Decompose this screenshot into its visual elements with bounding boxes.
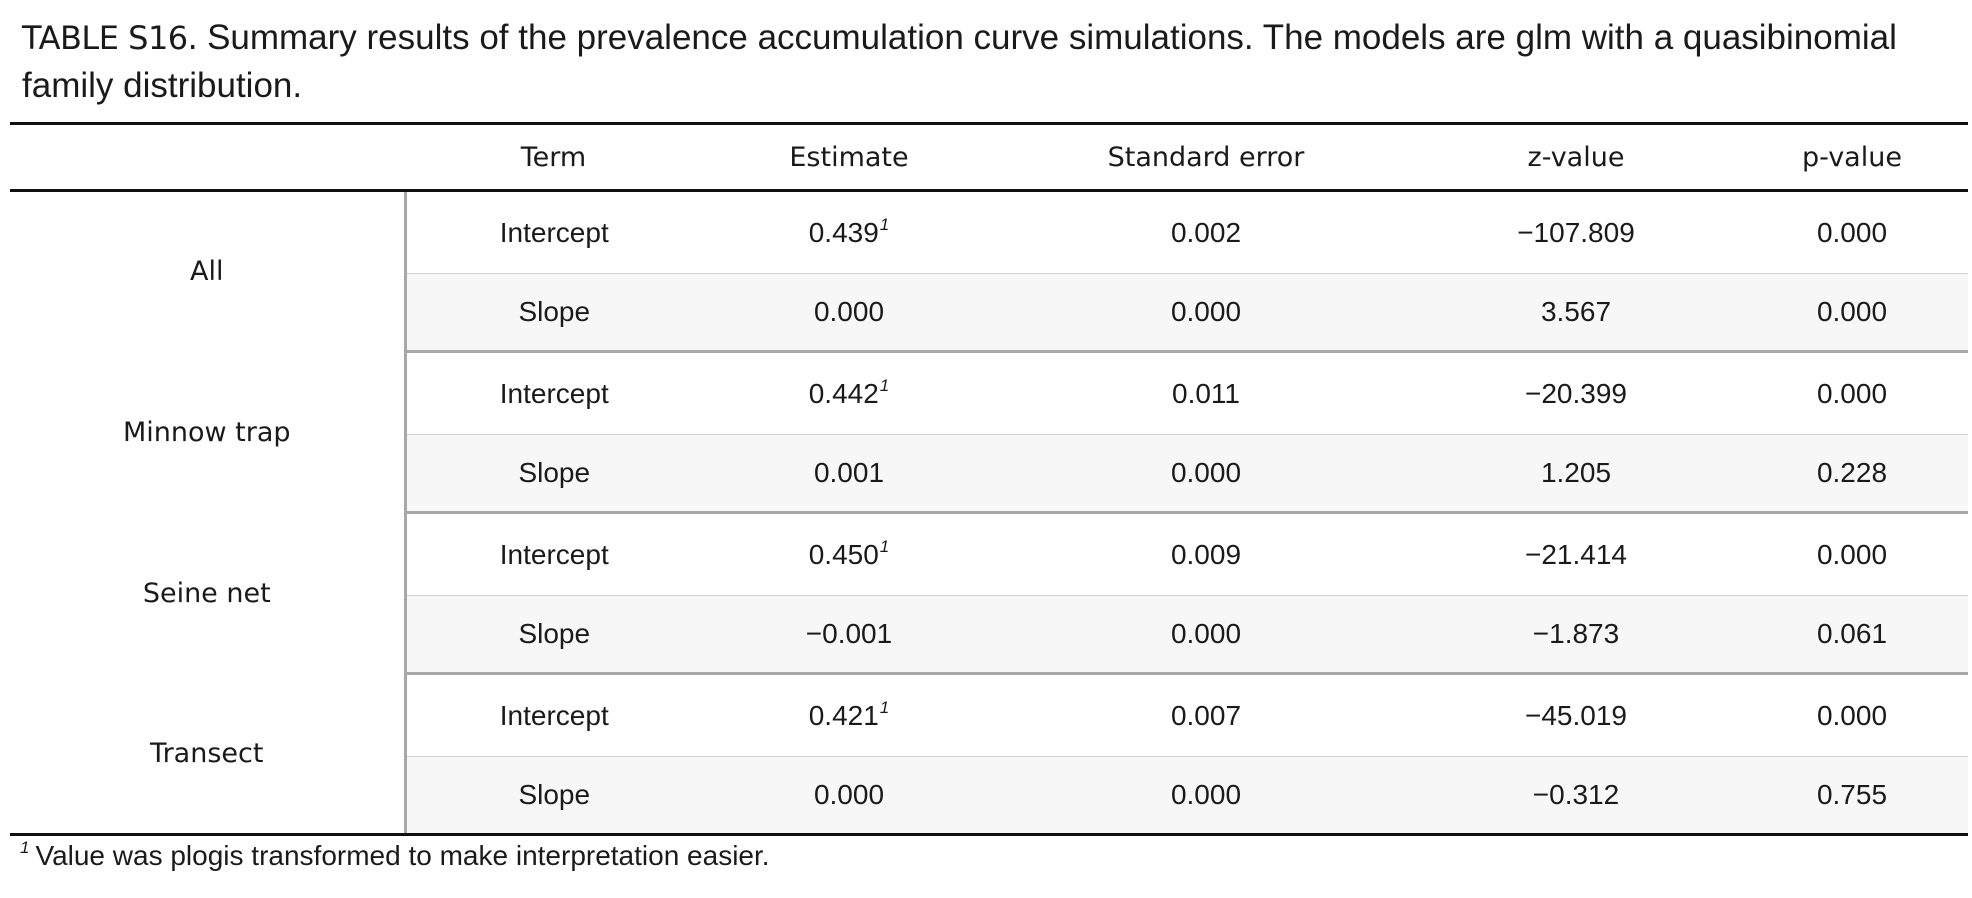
term-cell: Slope [405,595,702,675]
z-value-cell: −1.873 [1416,595,1736,675]
table-footnote: 1 Value was plogis transformed to make in… [20,838,770,872]
table-row: Transect Intercept 0.4211 0.007 −45.019 … [10,673,1968,836]
table-row: Slope 0.000 0.000 −0.312 0.755 [10,756,1968,836]
estimate-cell: 0.001 [702,434,996,514]
std-error-cell: 0.009 [996,512,1416,596]
std-error-cell: 0.000 [996,595,1416,675]
estimate-value: 0.001 [813,457,885,488]
p-value-cell: 0.755 [1736,756,1968,836]
p-value-cell: 0.000 [1736,351,1968,435]
estimate-value: 0.439 [808,216,879,248]
caption-label: TABLE S16. [22,19,198,57]
estimate-cell: 0.4391 [702,190,996,274]
term-cell: Intercept [405,512,702,596]
footnote-marker: 1 [879,214,890,234]
estimate-value: 0.000 [813,296,885,327]
p-value-cell: 0.000 [1736,673,1968,757]
table-caption: TABLE S16. Summary results of the preval… [22,14,1957,110]
p-value-cell: 0.000 [1736,273,1968,353]
std-error-cell: 0.002 [996,190,1416,274]
z-value-cell: −20.399 [1416,351,1736,435]
footnote-text: Value was plogis transformed to make int… [35,840,770,871]
estimate-cell: 0.4501 [702,512,996,596]
p-value-cell: 0.061 [1736,595,1968,675]
footnote-marker: 1 [879,697,890,717]
footnote-marker: 1 [20,838,30,857]
table-header: Term Estimate Standard error z-value p-v… [10,122,1968,192]
std-error-cell: 0.000 [996,273,1416,353]
estimate-cell: 0.4211 [702,673,996,757]
estimate-value: 0.421 [808,699,879,731]
header-term: Term [405,122,702,192]
term-cell: Slope [405,756,702,836]
group-label-seine-net: Seine net [10,512,407,674]
estimate-cell: −0.001 [702,595,996,675]
estimate-value: 0.442 [808,377,879,409]
z-value-cell: −45.019 [1416,673,1736,757]
header-row: Term Estimate Standard error z-value p-v… [10,122,1968,192]
std-error-cell: 0.007 [996,673,1416,757]
z-value-cell: 3.567 [1416,273,1736,353]
table-row: All Intercept 0.4391 0.002 −107.809 0.00… [10,190,1968,352]
estimate-value: −0.001 [805,618,893,649]
group-label-all: All [10,190,407,352]
group-label-transect: Transect [10,673,407,836]
table-row: Slope 0.000 0.000 3.567 0.000 [10,273,1968,353]
header-group [10,122,405,192]
term-cell: Intercept [405,351,702,435]
header-z-value: z-value [1416,122,1736,192]
group-label-minnow-trap: Minnow trap [10,351,407,513]
z-value-cell: −21.414 [1416,512,1736,596]
footnote-marker: 1 [879,375,890,395]
header-std-error: Standard error [996,122,1416,192]
table-row: Slope 0.001 0.000 1.205 0.228 [10,434,1968,514]
p-value-cell: 0.000 [1736,512,1968,596]
footnote-marker: 1 [879,536,890,556]
estimate-cell: 0.000 [702,756,996,836]
estimate-cell: 0.4421 [702,351,996,435]
table-row: Minnow trap Intercept 0.4421 0.011 −20.3… [10,351,1968,513]
table-body: All Intercept 0.4391 0.002 −107.809 0.00… [10,190,1968,836]
p-value-cell: 0.228 [1736,434,1968,514]
term-cell: Intercept [405,190,702,274]
results-table: Term Estimate Standard error z-value p-v… [10,122,1968,836]
z-value-cell: 1.205 [1416,434,1736,514]
std-error-cell: 0.000 [996,756,1416,836]
caption-text: Summary results of the prevalence accumu… [22,18,1897,105]
estimate-value: 0.000 [813,779,885,810]
estimate-cell: 0.000 [702,273,996,353]
term-cell: Slope [405,273,702,353]
header-p-value: p-value [1736,122,1968,192]
estimate-value: 0.450 [808,538,879,570]
std-error-cell: 0.000 [996,434,1416,514]
table-row: Seine net Intercept 0.4501 0.009 −21.414… [10,512,1968,674]
header-estimate: Estimate [702,122,996,192]
table-row: Slope −0.001 0.000 −1.873 0.061 [10,595,1968,675]
std-error-cell: 0.011 [996,351,1416,435]
z-value-cell: −107.809 [1416,190,1736,274]
z-value-cell: −0.312 [1416,756,1736,836]
term-cell: Slope [405,434,702,514]
term-cell: Intercept [405,673,702,757]
p-value-cell: 0.000 [1736,190,1968,274]
